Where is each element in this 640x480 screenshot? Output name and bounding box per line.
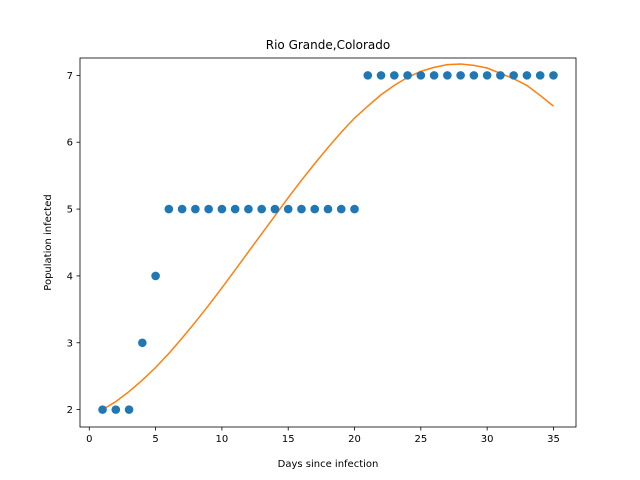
- data-point: [151, 271, 160, 281]
- fit-curve-layer: [102, 63, 554, 411]
- data-point: [336, 204, 346, 214]
- data-point: [323, 204, 333, 214]
- x-tick-label: 0: [86, 434, 92, 445]
- data-point: [376, 71, 386, 80]
- data-point: [164, 204, 174, 214]
- data-point: [496, 71, 505, 80]
- plot-area: [79, 57, 577, 428]
- y-axis: 2 3 4 5 6 7: [67, 71, 80, 416]
- x-tick-label: 10: [216, 434, 229, 445]
- x-tick-label: 15: [282, 434, 295, 445]
- chart-title: Rio Grande,Colorado: [266, 38, 390, 52]
- data-point: [98, 405, 107, 414]
- data-points-layer: [98, 71, 558, 414]
- data-point: [482, 71, 492, 80]
- data-point: [217, 204, 227, 214]
- y-tick-label: 7: [67, 71, 73, 82]
- data-point: [549, 71, 558, 80]
- x-axis: 0 5 10 15 20 25 30 35: [86, 427, 560, 445]
- data-point: [270, 204, 280, 214]
- data-point: [191, 204, 200, 214]
- y-tick-label: 2: [67, 405, 73, 416]
- x-tick-label: 20: [348, 434, 361, 445]
- fit-curve: [102, 63, 554, 411]
- data-point: [204, 204, 213, 214]
- data-point: [283, 204, 293, 214]
- data-point: [244, 204, 253, 214]
- data-point: [177, 204, 187, 214]
- data-point: [390, 71, 399, 80]
- y-tick-label: 6: [67, 138, 73, 149]
- data-point: [509, 71, 518, 80]
- data-point: [403, 71, 412, 80]
- data-point: [535, 71, 545, 80]
- data-point: [429, 71, 439, 80]
- data-point: [522, 71, 532, 80]
- data-point: [363, 71, 373, 80]
- data-point: [443, 71, 452, 80]
- y-axis-label: Population infected: [43, 194, 54, 290]
- data-point: [350, 204, 359, 214]
- data-point: [230, 204, 240, 214]
- y-tick-label: 5: [67, 205, 73, 216]
- data-point: [416, 71, 426, 80]
- x-tick-label: 5: [152, 434, 158, 445]
- data-point: [310, 204, 320, 214]
- data-point: [257, 204, 266, 214]
- data-point: [138, 338, 147, 348]
- data-point: [297, 204, 306, 214]
- x-tick-label: 25: [414, 434, 427, 445]
- x-axis-label: Days since infection: [278, 459, 379, 470]
- data-point: [111, 405, 121, 414]
- x-tick-label: 35: [547, 434, 560, 445]
- y-tick-label: 3: [67, 338, 73, 349]
- data-point: [469, 71, 479, 80]
- y-tick-label: 4: [67, 271, 73, 282]
- x-tick-label: 30: [481, 434, 494, 445]
- data-point: [456, 71, 465, 80]
- data-point: [124, 405, 134, 414]
